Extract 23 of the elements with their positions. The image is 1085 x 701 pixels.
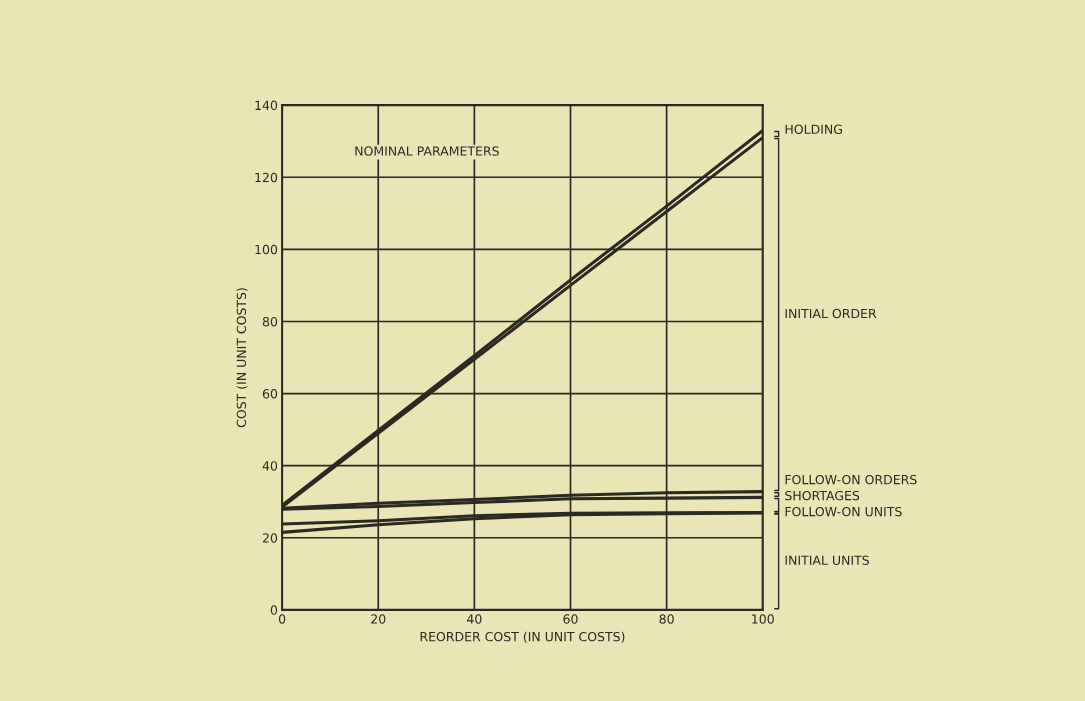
- y-tick-label: 120: [255, 172, 278, 183]
- x-tick-label: 0: [278, 614, 286, 624]
- y-tick-label: 80: [262, 316, 278, 327]
- legend-label: FOLLOW-ON UNITS: [785, 506, 902, 517]
- y-tick-label: 0: [270, 605, 278, 615]
- legend-label: HOLDING: [785, 124, 842, 135]
- x-tick-label: 20: [371, 614, 386, 624]
- x-tick-label: 100: [752, 614, 774, 624]
- text: INITIAL ORDER: [785, 308, 877, 319]
- y-axis-title: COST (IN UNIT COSTS): [236, 288, 248, 428]
- y-tick-label: 100: [255, 244, 278, 255]
- annotation: NOMINAL PARAMETERS: [355, 146, 499, 156]
- legend-label: SHORTAGES: [785, 490, 860, 501]
- x-tick-label: 40: [467, 614, 482, 624]
- series-label: FOLLOW-ON ORDERS: [785, 474, 917, 485]
- y-tick-label: 140: [255, 100, 278, 111]
- y-tick-label: 40: [262, 461, 278, 471]
- x-axis-title: REORDER COST (IN UNIT COSTS): [420, 631, 625, 643]
- x-tick-label: 60: [563, 614, 578, 624]
- y-tick-label: 60: [262, 389, 278, 399]
- y-tick-label: 20: [262, 533, 278, 543]
- text: INITIAL UNITS: [785, 555, 869, 566]
- x-tick-label: 80: [659, 614, 674, 624]
